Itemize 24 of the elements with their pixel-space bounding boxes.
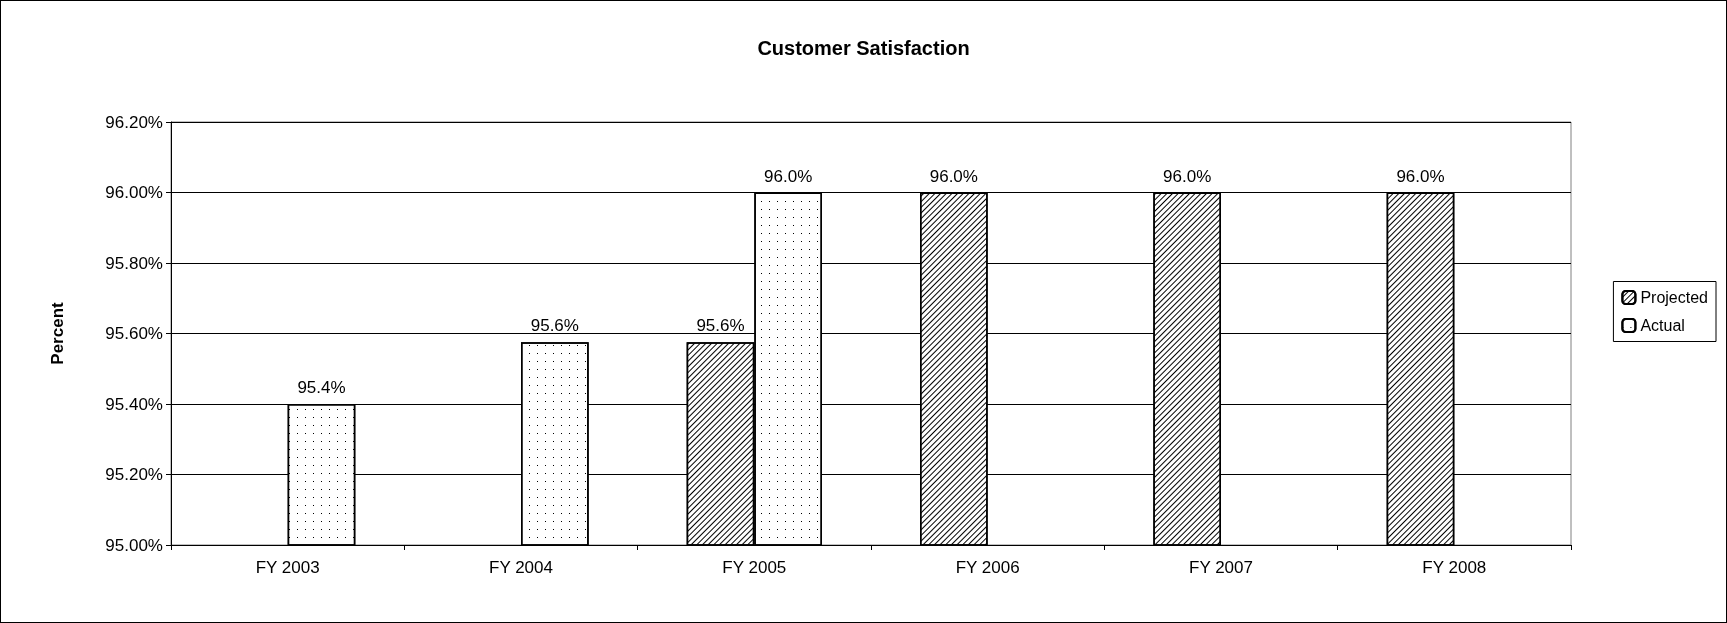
x-tick-label: FY 2004 — [489, 558, 553, 577]
y-tick-label: 95.60% — [105, 324, 163, 343]
x-tick-label: FY 2005 — [722, 558, 787, 577]
data-label: 95.6% — [696, 316, 745, 336]
y-axis-title: Percent — [48, 301, 67, 365]
legend-label: Actual — [1640, 317, 1685, 334]
data-label: 96.0% — [1396, 166, 1445, 186]
data-label: 95.4% — [297, 378, 346, 397]
y-tick-label: 96.00% — [105, 183, 163, 202]
chart-title: Customer Satisfaction — [757, 37, 970, 59]
x-tick-label: FY 2008 — [1422, 558, 1487, 577]
y-tick-label: 96.20% — [105, 112, 163, 132]
data-label: 96.0% — [929, 166, 978, 186]
data-label: 96.0% — [764, 166, 813, 186]
x-tick-label: FY 2007 — [1189, 558, 1253, 577]
x-tick-label: FY 2003 — [255, 558, 320, 577]
y-tick-label: 95.80% — [105, 253, 163, 273]
y-tick-label: 95.20% — [105, 465, 163, 484]
y-tick-label: 95.00% — [105, 535, 163, 555]
data-label: 95.6% — [530, 316, 579, 336]
y-tick-label: 95.40% — [105, 394, 163, 414]
x-tick-label: FY 2006 — [955, 558, 1020, 577]
legend-label: Projected — [1640, 289, 1708, 306]
data-label: 96.0% — [1163, 166, 1212, 186]
